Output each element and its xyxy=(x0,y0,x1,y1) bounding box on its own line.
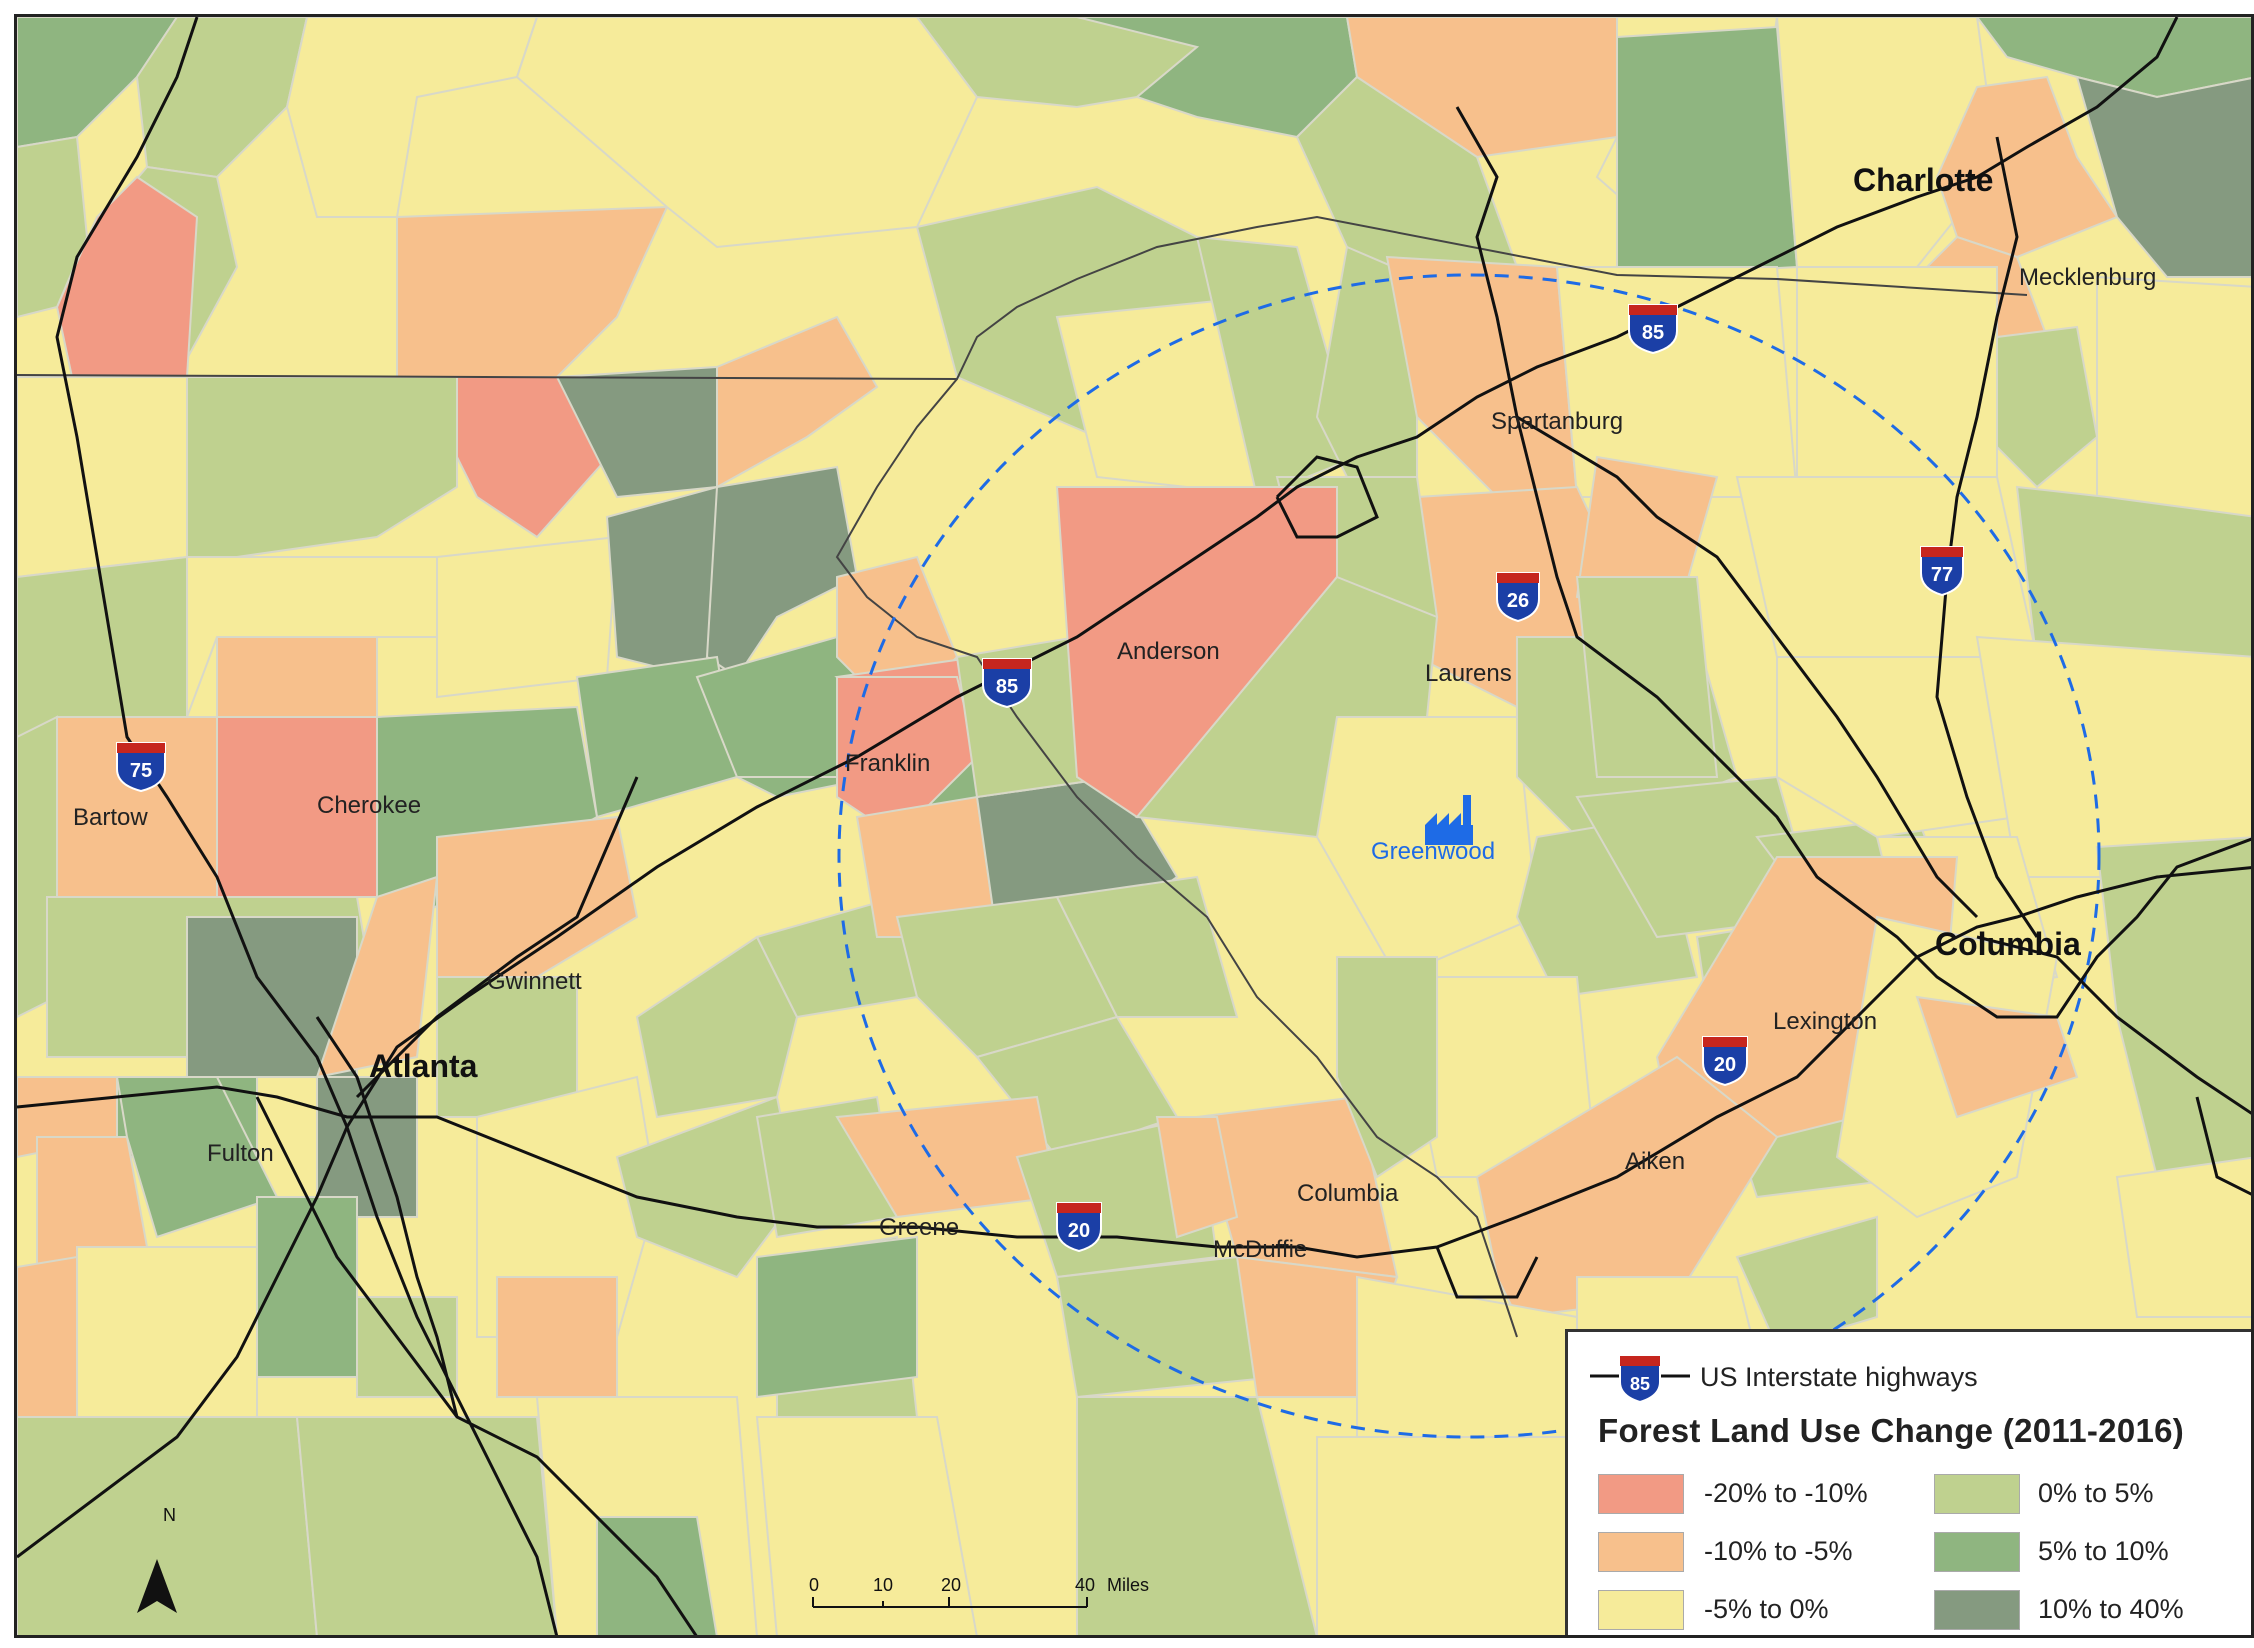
county-label-columbia-county: Columbia xyxy=(1297,1180,1399,1207)
county-label-gwinnett: Gwinnett xyxy=(487,968,582,995)
shield-i77: 77 xyxy=(1920,546,1964,597)
legend-swatch-10-40 xyxy=(1934,1590,2020,1630)
shield-i26: 26 xyxy=(1496,572,1540,623)
legend-highway-symbol: 85 xyxy=(1590,1355,1690,1404)
county-label-fulton: Fulton xyxy=(207,1140,274,1167)
legend-label-10-40: 10% to 40% xyxy=(2038,1594,2184,1624)
county-label-franklin: Franklin xyxy=(845,750,930,777)
map-frame: 75 85 85 26 77 20 20 Charlotte xyxy=(14,14,2254,1638)
shield-i20-east-number: 20 xyxy=(1714,1054,1736,1076)
city-label-atlanta: Atlanta xyxy=(369,1048,478,1084)
scale-tick-0: 0 xyxy=(809,1575,819,1595)
city-label-charlotte: Charlotte xyxy=(1853,162,1993,198)
shield-i20-west: 20 xyxy=(1056,1202,1102,1253)
county-label-spartanburg: Spartanburg xyxy=(1491,408,1623,435)
legend-swatch-neg20-neg10 xyxy=(1598,1474,1684,1514)
map-canvas[interactable]: 75 85 85 26 77 20 20 Charlotte xyxy=(17,17,2254,1638)
north-arrow: N xyxy=(137,1505,177,1613)
radius-circle xyxy=(837,273,2101,1439)
legend-label-neg5-0: -5% to 0% xyxy=(1704,1594,1829,1624)
legend-highway-label: US Interstate highways xyxy=(1700,1362,1978,1392)
county-label-mcduffie: McDuffie xyxy=(1213,1236,1307,1263)
county-label-bartow: Bartow xyxy=(73,804,148,831)
shield-i20-west-number: 20 xyxy=(1068,1220,1090,1242)
city-label-columbia: Columbia xyxy=(1935,926,2081,962)
legend: 85 US Interstate highways Forest Land Us… xyxy=(1565,1329,2251,1635)
legend-title: Forest Land Use Change (2011-2016) xyxy=(1598,1412,2185,1449)
state-boundaries xyxy=(17,215,2028,1338)
county-label-cherokee: Cherokee xyxy=(317,792,421,819)
shield-i26-number: 26 xyxy=(1507,590,1529,612)
factory-icon xyxy=(1425,795,1473,845)
city-label-greenwood: Greenwood xyxy=(1371,838,1495,865)
legend-swatch-neg5-0 xyxy=(1598,1590,1684,1630)
interstate-highways xyxy=(17,17,2251,1635)
legend-swatch-neg10-neg5 xyxy=(1598,1532,1684,1572)
legend-highway-shield-number: 85 xyxy=(1630,1374,1650,1394)
legend-label-neg10-neg5: -10% to -5% xyxy=(1704,1536,1853,1566)
legend-label-0-5: 0% to 5% xyxy=(2038,1478,2154,1508)
county-label-laurens: Laurens xyxy=(1425,660,1512,687)
county-label-aiken: Aiken xyxy=(1625,1148,1685,1175)
shield-i75-number: 75 xyxy=(130,760,152,782)
shield-i85-east-number: 85 xyxy=(1642,322,1664,344)
shield-i85-west: 85 xyxy=(982,658,1032,709)
scale-tick-40: 40 xyxy=(1075,1575,1095,1595)
scale-unit: Miles xyxy=(1107,1575,1149,1595)
scale-bar: 0 10 20 40 Miles xyxy=(809,1575,1149,1608)
legend-label-5-10: 5% to 10% xyxy=(2038,1536,2169,1566)
county-fills xyxy=(17,17,2251,1635)
county-label-mecklenburg: Mecklenburg xyxy=(2019,264,2156,291)
shield-i77-number: 77 xyxy=(1931,564,1953,586)
legend-label-neg20-neg10: -20% to -10% xyxy=(1704,1478,1868,1508)
shield-i75: 75 xyxy=(116,742,166,793)
scale-tick-10: 10 xyxy=(873,1575,893,1595)
north-arrow-label: N xyxy=(163,1505,176,1525)
county-label-anderson: Anderson xyxy=(1117,638,1220,665)
legend-swatch-0-5 xyxy=(1934,1474,2020,1514)
legend-swatch-5-10 xyxy=(1934,1532,2020,1572)
scale-tick-20: 20 xyxy=(941,1575,961,1595)
county-label-lexington: Lexington xyxy=(1773,1008,1877,1035)
shield-i85-east: 85 xyxy=(1628,304,1678,355)
shield-i85-west-number: 85 xyxy=(996,676,1018,698)
shield-i20-east: 20 xyxy=(1702,1036,1748,1087)
county-label-greene: Greene xyxy=(879,1214,959,1241)
